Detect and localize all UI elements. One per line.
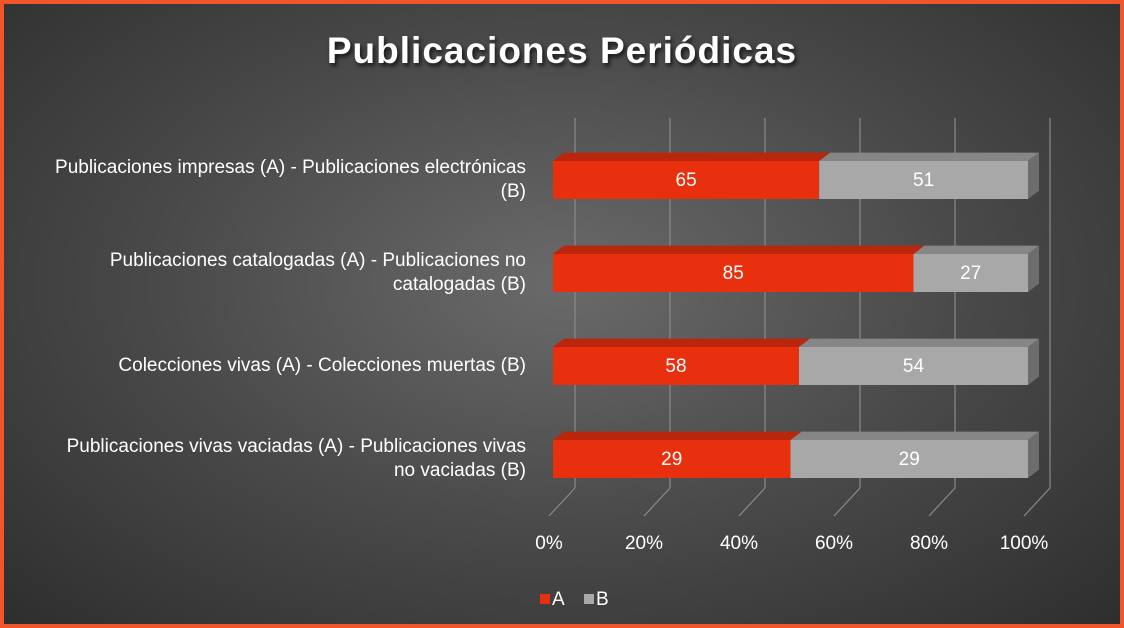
bar-side [1028,245,1039,292]
bar-side [1028,152,1039,199]
grid-floor [738,487,766,517]
legend-marker [540,594,550,604]
bar-side [1028,431,1039,478]
bar-top [553,152,831,161]
bar-segment [798,338,1039,385]
bar-segment [819,152,1039,199]
bar-segment [553,431,802,478]
grid-floor [928,487,956,517]
bar-side [1028,338,1039,385]
data-label: 51 [913,170,934,191]
data-label: 85 [723,263,744,284]
bar-top [790,431,1039,440]
grid-floor [548,487,576,517]
legend-label: B [596,589,609,610]
bar [553,161,820,199]
bar [798,347,1028,385]
bar [553,347,799,385]
x-tick-label: 0% [535,533,563,554]
y-tick-label: Publicaciones impresas (A) - Publicacion… [55,157,526,202]
x-tick-label: 20% [625,533,663,554]
grid-floor [1023,487,1051,517]
x-tick-label: 80% [910,533,948,554]
x-tick-label: 40% [720,533,758,554]
x-tick-label: 100% [1000,533,1049,554]
y-tick-label: Publicaciones catalogadas (A) - Publicac… [109,250,526,295]
grid-floor [833,487,861,517]
bar-top [553,431,802,440]
x-tick-label: 60% [815,533,853,554]
bar-top [819,152,1039,161]
bar-top [913,245,1039,254]
bar [790,440,1028,478]
chart-title: Publicaciones Periódicas [326,30,798,71]
data-label: 58 [665,356,686,377]
y-tick-label: Colecciones vivas (A) - Colecciones muer… [118,355,526,376]
legend-label: A [552,589,565,610]
data-label: 29 [899,449,920,470]
bar-top [798,338,1039,347]
bar-segment [553,245,925,292]
data-label: 27 [960,263,981,284]
y-tick-label: Publicaciones vivas vaciadas (A) - Publi… [66,436,526,481]
bar [913,254,1028,292]
bar-segment [790,431,1039,478]
bar [819,161,1028,199]
bar-segment [913,245,1039,292]
bar-top [553,245,925,254]
bar-segment [553,338,810,385]
data-label: 54 [903,356,925,377]
data-label: 29 [661,449,682,470]
bar-segment [553,152,831,199]
bar-top [553,338,810,347]
grid-floor [643,487,671,517]
data-label: 65 [676,170,697,191]
bar [553,254,914,292]
legend-marker [584,594,594,604]
plot: 0% 20% 40% 60% 80% 100% 65 51 85 27 58 54 29 29 A B [535,118,1051,610]
bar [553,440,791,478]
